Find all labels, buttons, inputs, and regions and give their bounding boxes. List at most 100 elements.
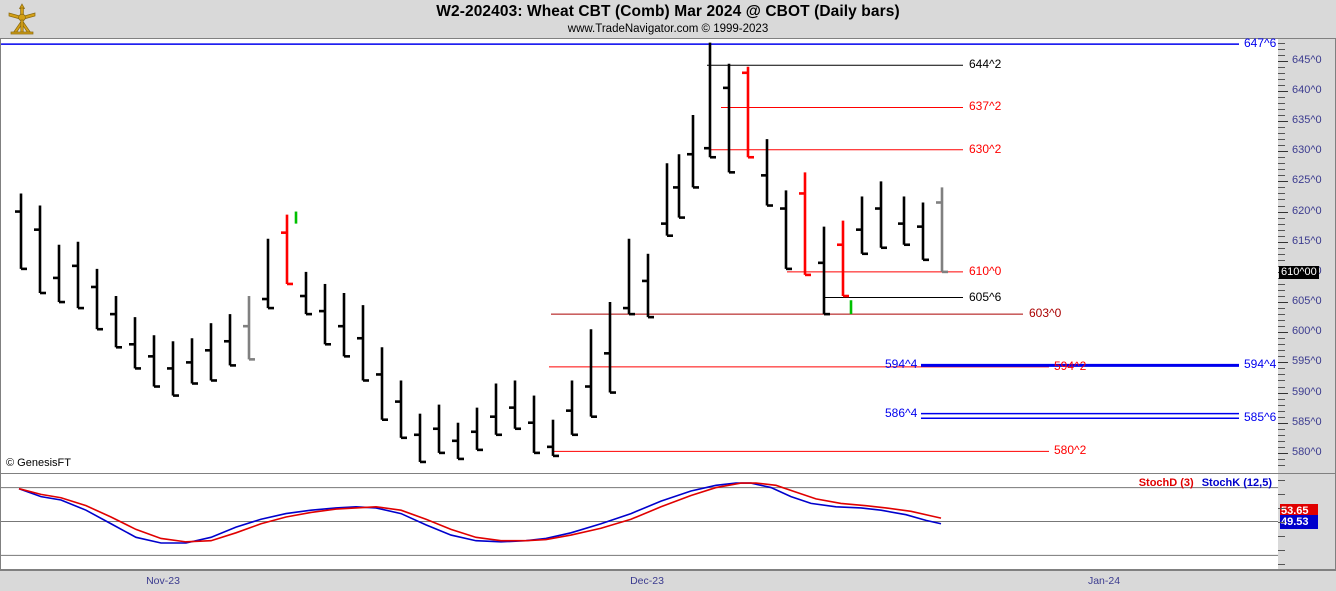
ohlc-bar — [837, 220, 849, 298]
blue-level-label-right: 594^4 — [1244, 357, 1277, 372]
ohlc-bar — [856, 196, 868, 256]
axis-tick — [1278, 308, 1285, 310]
axis-tick — [1278, 350, 1285, 352]
window-header: W2-202403: Wheat CBT (Comb) Mar 2024 @ C… — [0, 0, 1336, 38]
axis-tick — [1278, 54, 1285, 56]
axis-tick — [1278, 289, 1285, 291]
price-level-label: 610^0 — [969, 263, 1002, 278]
indicator-axis[interactable]: 53.65 49.53 — [1278, 474, 1336, 570]
ohlc-bar — [414, 413, 426, 464]
axis-tick — [1278, 42, 1285, 44]
axis-tick — [1278, 428, 1285, 430]
price-level-label: 603^0 — [1029, 306, 1062, 321]
ohlc-bar — [673, 154, 685, 219]
ohlc-bar — [818, 226, 830, 316]
ohlc-bar — [704, 42, 716, 159]
axis-tick — [1278, 48, 1285, 50]
blue-level-label-left: 586^4 — [885, 405, 918, 420]
axis-tick — [1278, 259, 1285, 261]
ohlc-bar — [129, 317, 141, 370]
axis-tick — [1278, 121, 1288, 123]
ohlc-bar — [281, 214, 293, 286]
axis-tick — [1278, 320, 1285, 322]
price-axis-label: 625^0 — [1292, 174, 1322, 187]
ohlc-bar — [799, 172, 811, 277]
price-axis-label: 640^0 — [1292, 83, 1322, 96]
price-level-label: 644^2 — [969, 57, 1002, 72]
ohlc-bar — [642, 253, 654, 319]
ohlc-bar — [243, 296, 255, 361]
ohlc-bar — [319, 283, 331, 346]
indicator-axis-tick — [1278, 494, 1285, 495]
axis-tick — [1278, 90, 1288, 92]
axis-tick — [1278, 66, 1285, 68]
axis-tick — [1278, 199, 1285, 201]
price-level-label: 594^2 — [1054, 358, 1087, 373]
axis-tick — [1278, 84, 1285, 86]
axis-tick — [1278, 241, 1288, 243]
axis-tick — [1278, 181, 1288, 183]
price-level-label: 605^6 — [969, 289, 1002, 304]
price-axis-label: 590^0 — [1292, 385, 1322, 398]
date-axis-label: Jan-24 — [1087, 575, 1121, 587]
ohlc-bar — [723, 63, 735, 174]
axis-tick — [1278, 145, 1285, 147]
genesisft-watermark: © GenesisFT — [6, 457, 71, 469]
axis-tick — [1278, 356, 1285, 358]
ohlc-bar — [262, 238, 274, 310]
axis-tick — [1278, 410, 1285, 412]
ohlc-bar — [898, 196, 910, 247]
ohlc-bar — [490, 383, 502, 437]
price-chart-pane[interactable]: 647^6 644^2 637^2 630^2 610^0 605^6 603^0 594^2… — [0, 36, 1278, 474]
axis-tick — [1278, 416, 1285, 418]
axis-tick — [1278, 78, 1285, 80]
ohlc-bar — [300, 271, 312, 316]
axis-tick — [1278, 302, 1288, 304]
ohlc-bar — [148, 335, 160, 388]
date-axis[interactable]: Nov-23 Dec-23 Jan-24 — [0, 570, 1336, 591]
axis-tick — [1278, 211, 1288, 213]
stochastic-indicator-pane[interactable]: StochD (3) StochK (12,5) — [0, 474, 1278, 570]
ohlc-bar — [205, 323, 217, 382]
indicator-axis-tick — [1278, 550, 1285, 551]
axis-tick — [1278, 133, 1285, 135]
ohlc-bar — [91, 268, 103, 331]
axis-tick — [1278, 452, 1288, 454]
axis-tick — [1278, 205, 1285, 207]
ohlc-bar — [604, 302, 616, 394]
axis-tick — [1278, 229, 1285, 231]
axis-tick — [1278, 247, 1285, 249]
price-axis-label: 620^0 — [1292, 204, 1322, 217]
price-level-label: 637^2 — [969, 99, 1002, 114]
ohlc-bar — [547, 419, 559, 458]
ohlc-bar — [53, 244, 65, 304]
price-level-label: 580^2 — [1054, 443, 1087, 458]
axis-tick — [1278, 374, 1285, 376]
ohlc-bar — [661, 163, 673, 237]
price-axis[interactable]: 645^0 640^0 635^0 630^0 625^0 620^0 615^0 610^0… — [1278, 38, 1336, 474]
ohlc-bar — [585, 329, 597, 418]
ohlc-bar — [761, 139, 773, 207]
indicator-axis-tick — [1278, 536, 1285, 537]
price-axis-label: 630^0 — [1292, 144, 1322, 157]
axis-tick — [1278, 115, 1285, 117]
ohlc-bar — [509, 380, 521, 431]
axis-tick — [1278, 386, 1285, 388]
axis-tick — [1278, 440, 1285, 442]
axis-tick — [1278, 193, 1285, 195]
axis-tick — [1278, 368, 1285, 370]
ohlc-bar — [780, 190, 792, 271]
price-axis-label: 585^0 — [1292, 415, 1322, 428]
axis-tick — [1278, 175, 1285, 177]
ohlc-bar — [186, 338, 198, 385]
axis-tick — [1278, 157, 1285, 159]
price-axis-label: 600^0 — [1292, 325, 1322, 338]
axis-tick — [1278, 326, 1285, 328]
stoch-k-curve — [18, 482, 942, 544]
stoch-d-value-badge: 53.65 — [1280, 504, 1318, 518]
axis-tick — [1278, 235, 1285, 237]
ohlc-bar — [34, 205, 46, 295]
axis-tick — [1278, 217, 1285, 219]
ohlc-bar — [471, 407, 483, 452]
axis-tick — [1278, 253, 1285, 255]
